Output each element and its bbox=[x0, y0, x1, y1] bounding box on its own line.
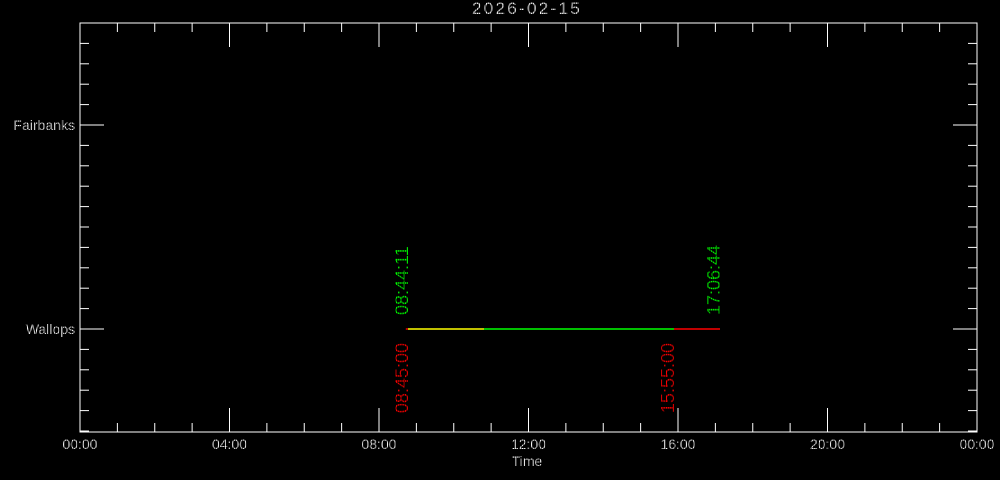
svg-text:Wallops: Wallops bbox=[26, 321, 75, 337]
svg-text:04:00: 04:00 bbox=[212, 436, 247, 452]
svg-text:Fairbanks: Fairbanks bbox=[14, 117, 75, 133]
svg-text:08:00: 08:00 bbox=[361, 436, 396, 452]
svg-text:17:06:44: 17:06:44 bbox=[704, 245, 724, 315]
svg-text:15:55:00: 15:55:00 bbox=[658, 343, 678, 413]
svg-text:08:45:00: 08:45:00 bbox=[392, 343, 412, 413]
svg-text:16:00: 16:00 bbox=[660, 436, 695, 452]
svg-text:00:00: 00:00 bbox=[62, 436, 97, 452]
svg-text:2026-02-15: 2026-02-15 bbox=[472, 0, 582, 18]
svg-text:20:00: 20:00 bbox=[810, 436, 845, 452]
svg-text:Time: Time bbox=[512, 453, 543, 469]
svg-text:12:00: 12:00 bbox=[511, 436, 546, 452]
svg-text:00:00: 00:00 bbox=[959, 436, 994, 452]
svg-text:08:44:11: 08:44:11 bbox=[392, 246, 412, 315]
